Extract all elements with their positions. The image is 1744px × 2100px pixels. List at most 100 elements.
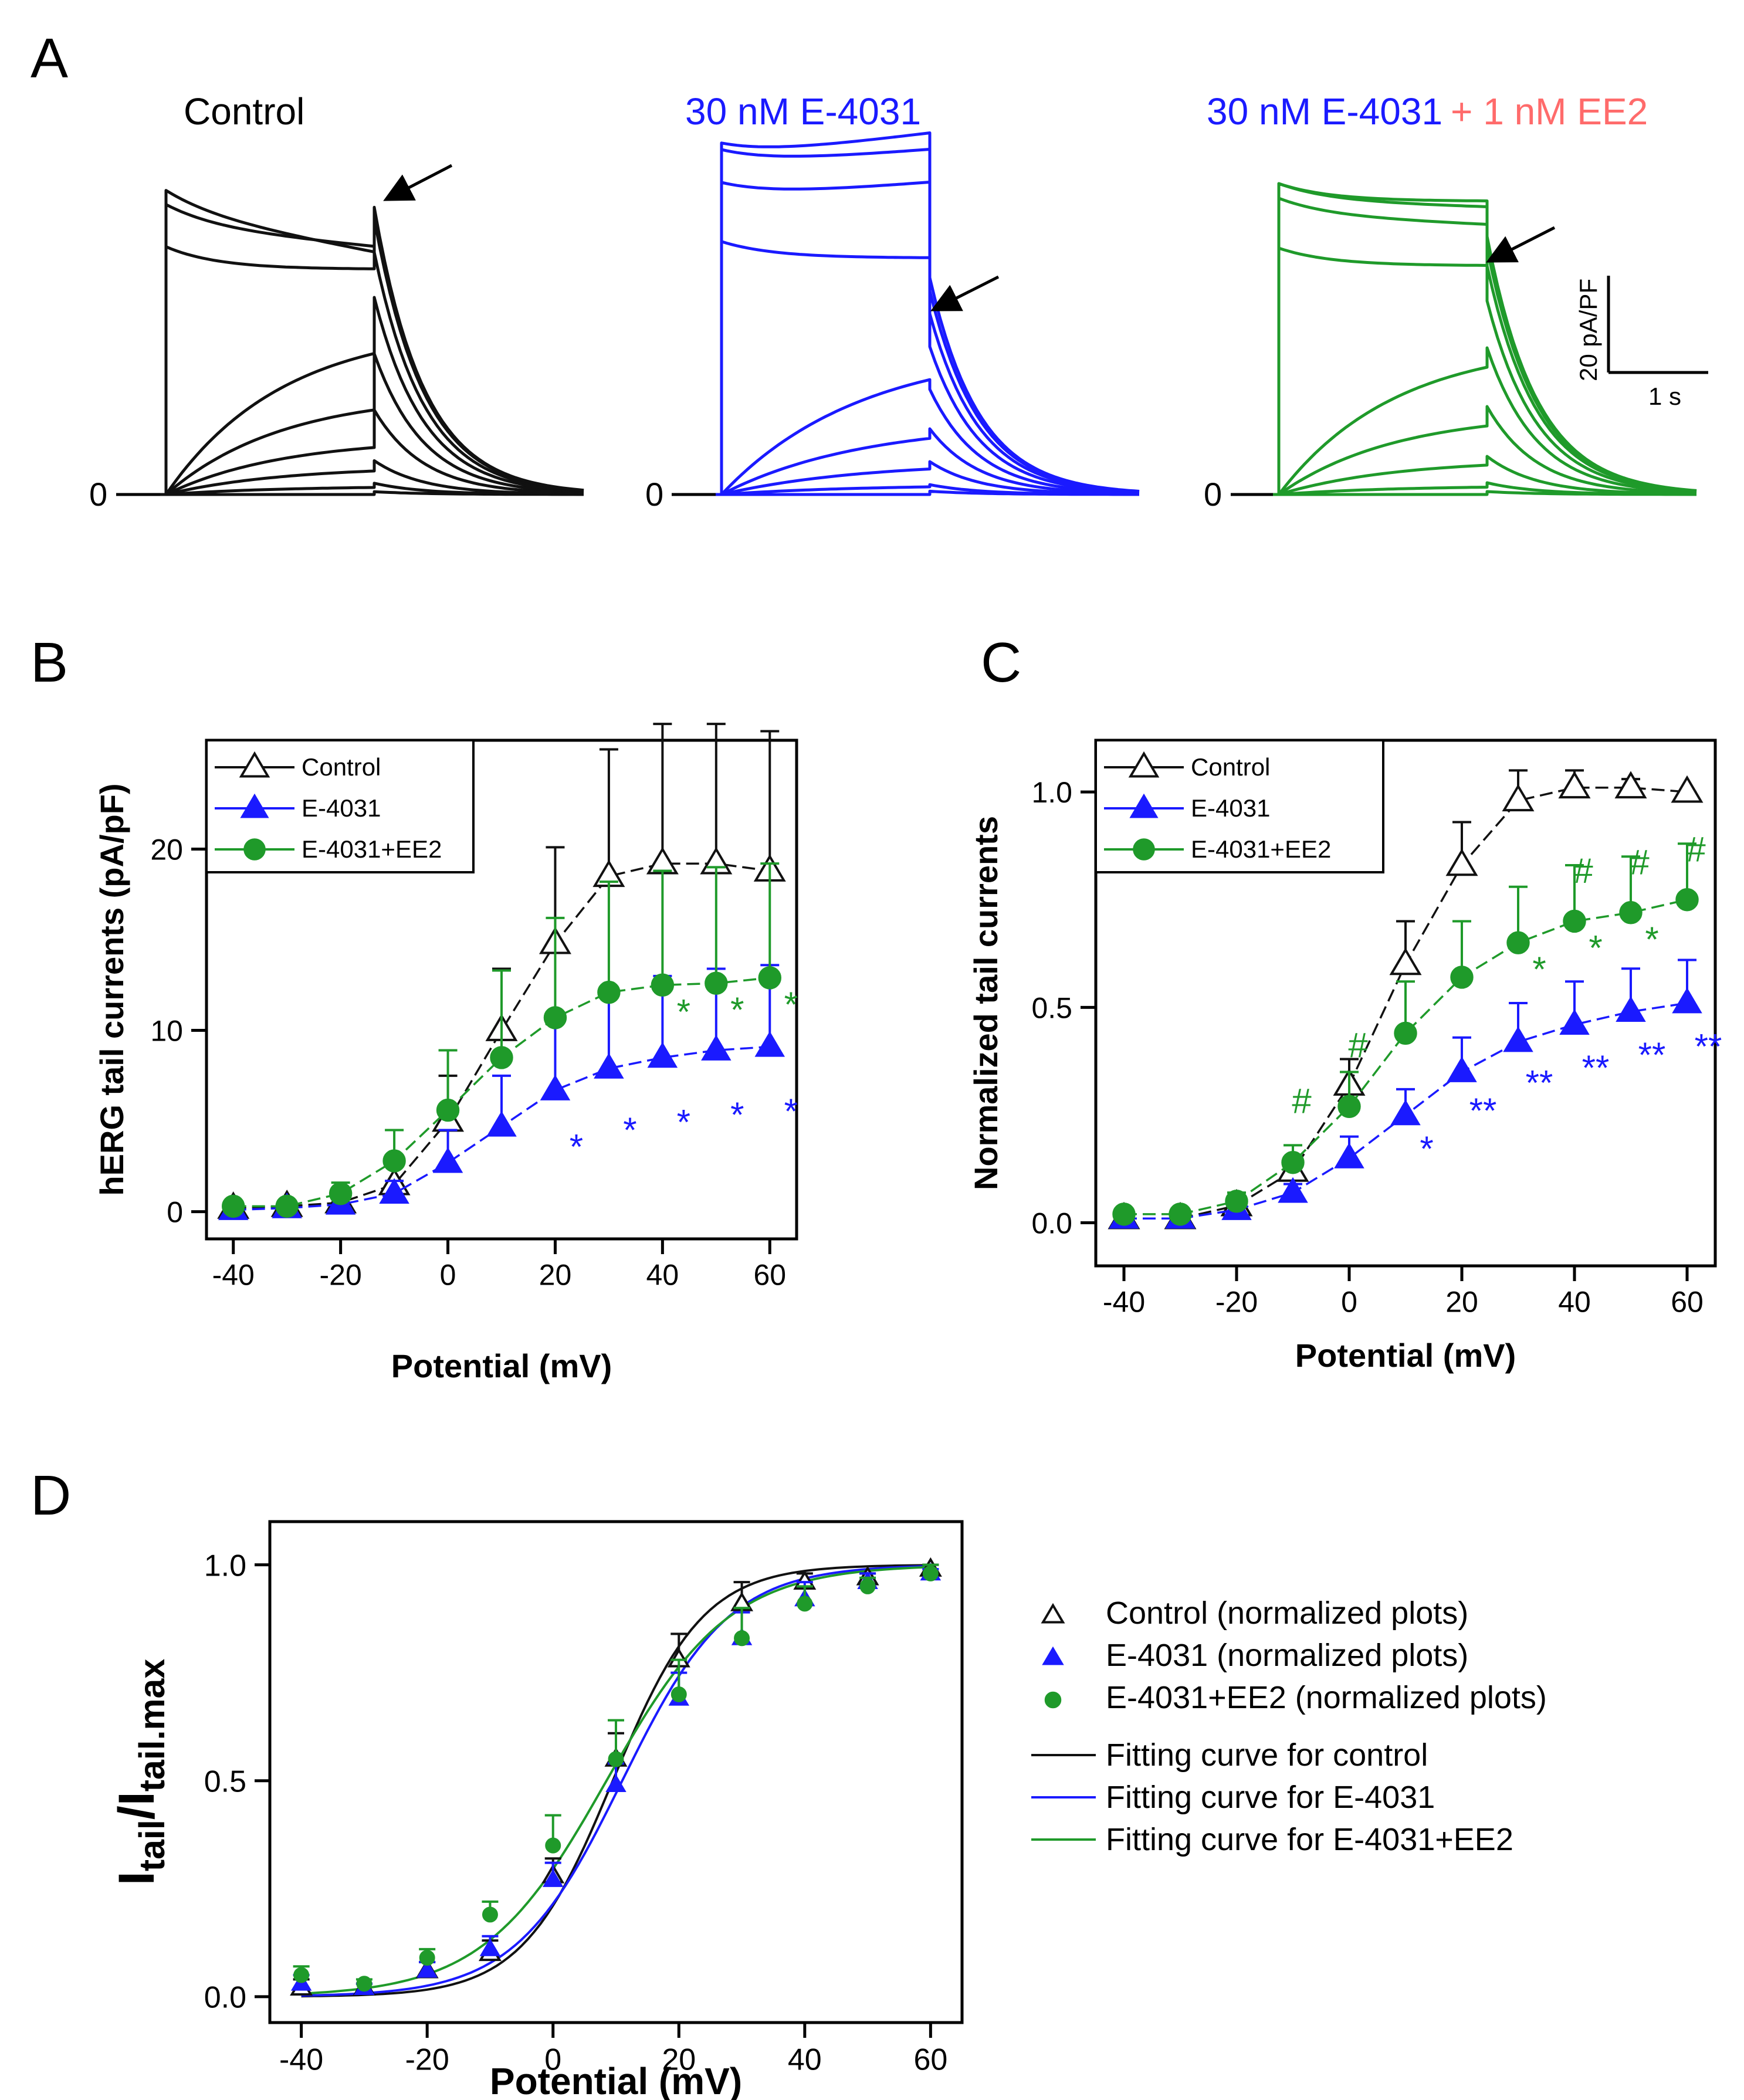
significance-mark: # (1630, 842, 1650, 882)
label-combo-a: 30 nM E-4031 (1207, 90, 1442, 133)
label-combo-b: + 1 nM EE2 (1451, 90, 1648, 133)
x-axis-label: Potential (mV) (490, 2060, 742, 2100)
significance-mark: ** (1582, 1048, 1610, 1088)
data-point (1337, 1095, 1361, 1118)
scale-bar: 20 pA/PF 1 s (1574, 276, 1708, 410)
data-point (646, 846, 679, 875)
current-trace (716, 181, 1140, 496)
panel-a: A Control 30 nM E-4031 30 nM E-4031 + 1 n… (31, 27, 1708, 513)
data-point (490, 1046, 513, 1069)
significance-mark: * (1589, 928, 1602, 967)
legend-marker (1041, 1603, 1065, 1624)
data-point (1619, 901, 1643, 924)
panel-c-letter: C (981, 631, 1021, 694)
legend-marker (1133, 838, 1155, 861)
data-point (275, 1194, 299, 1218)
chart-d: -40 -20 0 20 40 60 0.0 0.5 1.0 Potential (mV) Itai… (109, 1520, 964, 2100)
current-trace (716, 460, 1140, 496)
y-tick-label: 1.0 (1031, 776, 1072, 809)
significance-mark: * (730, 990, 744, 1029)
data-point (356, 1976, 372, 1992)
data-point (1390, 1099, 1421, 1126)
significance-mark: * (730, 1095, 744, 1134)
data-point (1389, 947, 1422, 976)
data-point (859, 1578, 876, 1594)
scale-bar-x-label: 1 s (1648, 382, 1681, 410)
y-axis-label: Normalized tail currents (967, 816, 1004, 1190)
y-tick-label: 10 (150, 1015, 183, 1048)
data-point (1445, 848, 1478, 876)
panel-b-letter: B (31, 631, 68, 694)
data-point (416, 1960, 438, 1978)
data-point (1225, 1190, 1248, 1213)
significance-mark: ** (1638, 1035, 1666, 1075)
chart-b: -40 -20 0 20 40 60 0 10 20 Potential (mV) hERG tai… (93, 723, 798, 1384)
data-point (1616, 996, 1646, 1022)
legend-label: E-4031+EE2 (302, 835, 442, 863)
legend-label: Control (normalized plots) (1106, 1596, 1468, 1631)
y-tick-label: 0.5 (1031, 991, 1072, 1024)
data-point (1506, 931, 1530, 954)
x-tick-label: 60 (1671, 1286, 1704, 1319)
arrow-control-tail (383, 164, 453, 201)
legend-label: Control (302, 753, 381, 781)
significance-mark: * (1532, 950, 1546, 989)
x-tick-label: -40 (279, 2043, 323, 2077)
scale-bar-y-label: 20 pA/PF (1574, 279, 1602, 381)
data-point (754, 1031, 785, 1057)
x-tick-label: 0 (544, 2043, 561, 2077)
data-point (1672, 987, 1702, 1014)
plot-frame (1094, 739, 1717, 1268)
y-tick-label: 0 (167, 1196, 183, 1229)
data-point (293, 1967, 310, 1983)
legend-label: Fitting curve for control (1106, 1737, 1428, 1773)
current-trace (1273, 481, 1696, 496)
series (222, 862, 781, 1218)
current-trace (160, 245, 584, 496)
data-point (382, 1149, 406, 1173)
data-point (705, 971, 728, 995)
series (1112, 842, 1699, 1226)
legend-label: E-4031+EE2 (normalized plots) (1106, 1680, 1547, 1715)
current-trace (716, 378, 1140, 496)
x-tick-label: 40 (788, 2043, 822, 2077)
significance-mark: * (623, 1110, 636, 1150)
current-trace (716, 240, 1140, 496)
data-point (486, 1110, 517, 1137)
data-point (1502, 784, 1535, 812)
legend-label: Fitting curve for E-4031 (1106, 1780, 1435, 1815)
x-tick-label: 0 (1341, 1286, 1357, 1319)
legend: Control E-4031 E-4031+EE2 (205, 739, 475, 873)
legend-label: E-4031 (normalized plots) (1106, 1638, 1468, 1673)
data-point (734, 1630, 750, 1647)
data-point (1559, 1009, 1590, 1035)
data-point (329, 1182, 353, 1205)
data-point (1112, 1203, 1136, 1226)
y-tick-label: 0.5 (204, 1764, 246, 1798)
current-trace (1273, 182, 1697, 496)
data-point (1614, 771, 1647, 799)
traces-control (160, 189, 584, 496)
x-tick-label: 60 (753, 1259, 786, 1292)
data-point (419, 1950, 435, 1966)
current-trace (1273, 455, 1697, 496)
data-point (605, 1774, 627, 1792)
x-tick-label: -20 (320, 1259, 362, 1292)
y-tick-label: 20 (150, 833, 183, 866)
chart-c: -40 -20 0 20 40 60 0.0 0.5 1.0 Potential (mV) Norm… (967, 739, 1722, 1374)
data-point (758, 966, 781, 990)
data-point (647, 1042, 678, 1068)
legend-label: Fitting curve for E-4031+EE2 (1106, 1822, 1513, 1857)
data-point (1503, 1026, 1533, 1052)
data-point (1394, 1021, 1417, 1045)
x-tick-label: 20 (662, 2043, 696, 2077)
current-trace (160, 459, 584, 496)
data-point (1563, 909, 1586, 933)
arrow-e4031-tail (930, 275, 1000, 311)
significance-mark: * (784, 1092, 798, 1131)
legend-marker (243, 838, 266, 861)
data-point (651, 973, 675, 997)
significance-mark: ** (1469, 1091, 1497, 1130)
legend-marker (240, 793, 269, 818)
legend: Control E-4031 E-4031+EE2 (1095, 739, 1384, 873)
